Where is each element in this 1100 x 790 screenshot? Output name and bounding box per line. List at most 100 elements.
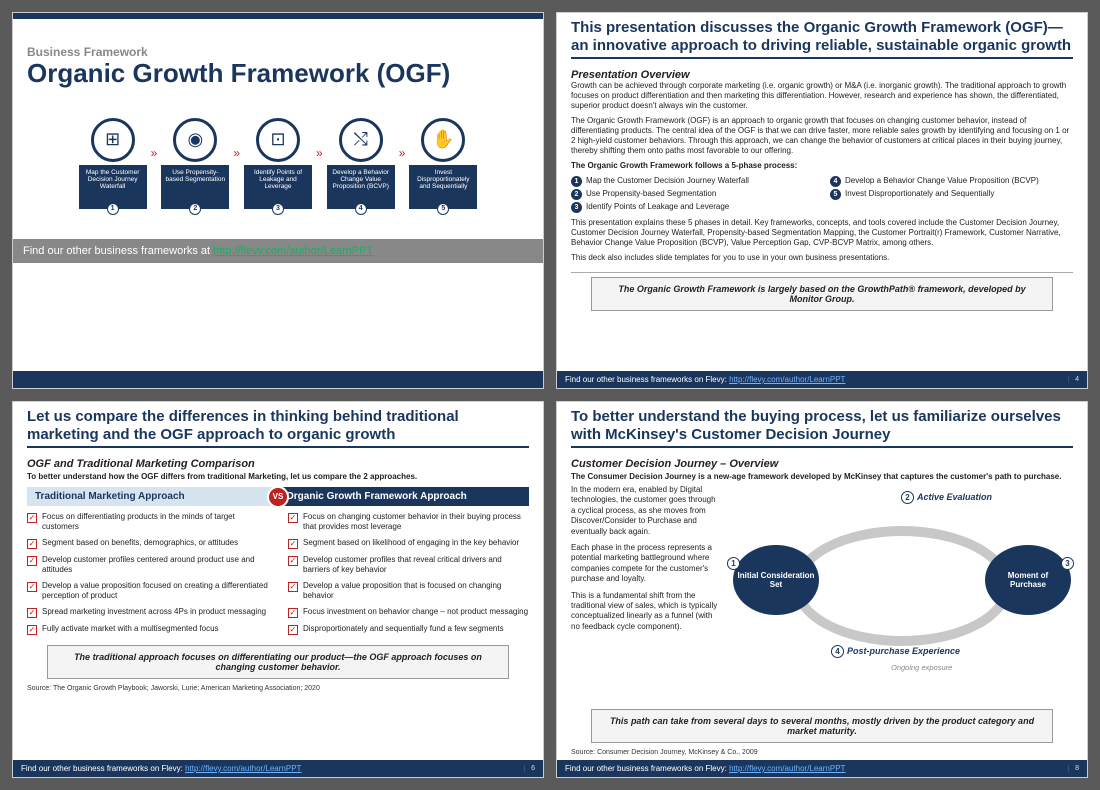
right-header: Organic Growth Framework Approach xyxy=(278,487,529,506)
slide-title: Let us compare the differences in thinki… xyxy=(27,408,529,444)
overview-body: Growth can be achieved through corporate… xyxy=(571,81,1073,273)
phase-label: Develop a Behavior Change Value Proposit… xyxy=(845,176,1039,185)
right-column: ✓ Focus on changing customer behavior in … xyxy=(288,512,529,641)
chevron-icon: » xyxy=(151,146,158,160)
page-number: 8 xyxy=(1068,765,1079,772)
step-icon: ⊡ xyxy=(256,118,300,162)
source-text: Source: The Organic Growth Playbook; Jaw… xyxy=(27,685,529,692)
check-icon: ✓ xyxy=(288,582,298,592)
footer-text: Find our other business frameworks on Fl… xyxy=(21,764,183,773)
phase-label: Identify Points of Leakage and Leverage xyxy=(586,202,729,211)
item-text: Focus on differentiating products in the… xyxy=(42,512,268,532)
node-purchase: Moment of Purchase xyxy=(985,545,1071,615)
footer-text xyxy=(21,375,23,384)
phase-label: Invest Disproportionately and Sequential… xyxy=(845,189,994,198)
check-icon: ✓ xyxy=(288,513,298,523)
stage-4: 4Post-purchase Experience xyxy=(831,645,960,658)
footer-left: Find our other business frameworks on Fl… xyxy=(565,764,845,773)
slide-4: To better understand the buying process,… xyxy=(556,401,1088,778)
stage-3-badge: 3 xyxy=(1061,557,1077,570)
slide-title: To better understand the buying process,… xyxy=(571,408,1073,444)
item-text: Focus on changing customer behavior in t… xyxy=(303,512,529,532)
phase-label: Use Propensity-based Segmentation xyxy=(586,189,716,198)
stage-label: Post-purchase Experience xyxy=(847,646,960,656)
check-icon: ✓ xyxy=(288,625,298,635)
chevron-icon: » xyxy=(399,146,406,160)
footer-link[interactable]: http://flevy.com/author/LearnPPT xyxy=(729,764,845,773)
slide-2: This presentation discusses the Organic … xyxy=(556,12,1088,389)
step-4: ⤭ Develop a Behavior Change Value Propos… xyxy=(327,118,395,209)
left-column: ✓ Focus on differentiating products in th… xyxy=(27,512,268,641)
item-text: Develop a value proposition that is focu… xyxy=(303,581,529,601)
footer-text: Find our other business frameworks on Fl… xyxy=(565,764,727,773)
para: The Organic Growth Framework (OGF) is an… xyxy=(571,116,1073,156)
comparison-columns: ✓ Focus on differentiating products in th… xyxy=(27,512,529,641)
stage-label: Active Evaluation xyxy=(917,492,992,502)
check-icon: ✓ xyxy=(27,582,37,592)
journey-ring xyxy=(792,526,1012,646)
slide-content: This presentation discusses the Organic … xyxy=(557,13,1087,371)
find-text: Find our other business frameworks at xyxy=(23,245,210,257)
item-text: Fully activate market with a multisegmen… xyxy=(42,624,219,635)
step-num: 2 xyxy=(189,203,201,215)
step-num: 4 xyxy=(355,203,367,215)
section-subtitle: OGF and Traditional Marketing Comparison xyxy=(27,458,529,470)
check-item: ✓Disproportionately and sequentially fun… xyxy=(288,624,529,635)
check-icon: ✓ xyxy=(288,608,298,618)
check-icon: ✓ xyxy=(288,556,298,566)
growthpath-callout: The Organic Growth Framework is largely … xyxy=(591,277,1053,311)
footer: Find our other business frameworks on Fl… xyxy=(557,760,1087,777)
step-1: ⊞ Map the Customer Decision Journey Wate… xyxy=(79,118,147,209)
chevron-icon: » xyxy=(233,146,240,160)
footer-left: Find our other business frameworks on Fl… xyxy=(21,764,301,773)
check-item: ✓Fully activate market with a multisegme… xyxy=(27,624,268,635)
vs-badge: VS xyxy=(267,486,289,508)
slide-3: Let us compare the differences in thinki… xyxy=(12,401,544,778)
journey-diagram: Initial Consideration Set Moment of Purc… xyxy=(731,485,1073,705)
phase-list: 1Map the Customer Decision Journey Water… xyxy=(571,176,1073,213)
footer-text: Find our other business frameworks on Fl… xyxy=(565,375,727,384)
footer: Find our other business frameworks on Fl… xyxy=(557,371,1087,388)
check-icon: ✓ xyxy=(27,608,37,618)
page-number: 4 xyxy=(1068,376,1079,383)
step-num: 5 xyxy=(437,203,449,215)
separator xyxy=(571,57,1073,59)
intro-text: The Consumer Decision Journey is a new-a… xyxy=(571,472,1073,481)
item-text: Focus investment on behavior change – no… xyxy=(303,607,528,618)
phase-item: 3Identify Points of Leakage and Leverage xyxy=(571,202,814,213)
footer xyxy=(13,371,543,388)
footer-link[interactable]: http://flevy.com/author/LearnPPT xyxy=(185,764,301,773)
section-subtitle: Customer Decision Journey – Overview xyxy=(571,458,1073,470)
phase-item: 1Map the Customer Decision Journey Water… xyxy=(571,176,814,187)
para: This deck also includes slide templates … xyxy=(571,253,1073,263)
step-num: 1 xyxy=(107,203,119,215)
check-icon: ✓ xyxy=(27,556,37,566)
step-icon: ✋ xyxy=(421,118,465,162)
check-icon: ✓ xyxy=(27,513,37,523)
find-link[interactable]: http://flevy.com/author/LearnPPT xyxy=(213,245,373,257)
slide-grid: Business Framework Organic Growth Framew… xyxy=(12,12,1088,778)
footer-link[interactable]: http://flevy.com/author/LearnPPT xyxy=(729,375,845,384)
node-initial: Initial Consideration Set xyxy=(733,545,819,615)
item-text: Develop customer profiles that reveal cr… xyxy=(303,555,529,575)
phase-label: Map the Customer Decision Journey Waterf… xyxy=(586,176,749,185)
comparison-header: Traditional Marketing Approach Organic G… xyxy=(27,487,529,506)
source-text: Source: Consumer Decision Journey, McKin… xyxy=(571,749,1073,756)
slide-content: To better understand the buying process,… xyxy=(557,402,1087,760)
summary-callout: This path can take from several days to … xyxy=(591,709,1053,743)
para: In the modern era, enabled by Digital te… xyxy=(571,485,721,537)
para: The Organic Growth Framework follows a 5… xyxy=(571,161,1073,171)
check-item: ✓ Develop a value proposition that is foc… xyxy=(288,581,529,601)
check-item: ✓ Focus on changing customer behavior in … xyxy=(288,512,529,532)
para: Growth can be achieved through corporate… xyxy=(571,81,1073,111)
separator xyxy=(27,446,529,448)
check-item: ✓Segment based on likelihood of engaging… xyxy=(288,538,529,549)
step-5: ✋ Invest Disproportionately and Sequenti… xyxy=(409,118,477,209)
section-subtitle: Presentation Overview xyxy=(571,69,1073,81)
phase-item: 4Develop a Behavior Change Value Proposi… xyxy=(830,176,1073,187)
phase-item: 5Invest Disproportionately and Sequentia… xyxy=(830,189,1073,200)
item-text: Develop customer profiles centered aroun… xyxy=(42,555,268,575)
check-item: ✓ Focus on differentiating products in th… xyxy=(27,512,268,532)
stage-1-badge: 1 xyxy=(727,557,743,570)
check-icon: ✓ xyxy=(27,539,37,549)
